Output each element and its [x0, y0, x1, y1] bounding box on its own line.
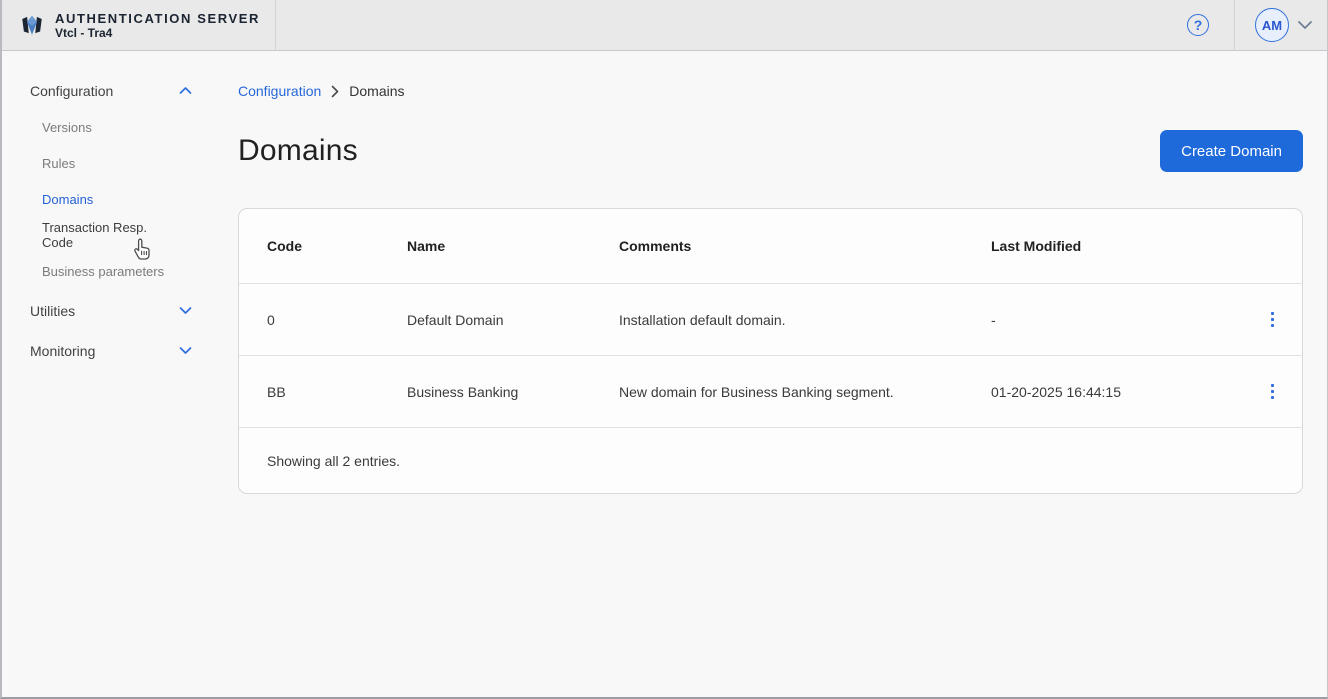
cell-comments: New domain for Business Banking segment.: [619, 383, 894, 400]
table-header-row: Code Name Comments Last Modified: [239, 209, 1302, 283]
sidebar-item-label: Versions: [42, 119, 92, 135]
help-icon: ?: [1193, 17, 1203, 33]
sidebar-item-transaction-resp-code[interactable]: Transaction Resp. Code: [30, 217, 180, 253]
app-titles: AUTHENTICATION SERVER Vtcl - Tra4: [55, 11, 260, 40]
app-logo-section[interactable]: AUTHENTICATION SERVER Vtcl - Tra4: [2, 0, 276, 50]
sidebar-section-utilities[interactable]: Utilities: [30, 292, 192, 329]
chevron-up-icon: [179, 87, 192, 94]
sidebar-section-monitoring[interactable]: Monitoring: [30, 332, 192, 369]
sidebar-item-label: Business parameters: [42, 263, 165, 279]
sidebar-section-configuration[interactable]: Configuration: [30, 72, 192, 109]
sidebar-section-label: Utilities: [30, 302, 76, 319]
breadcrumb-current: Domains: [349, 83, 405, 99]
main-content: Configuration Domains Domains Create Dom…: [238, 51, 1327, 696]
sidebar-item-domains[interactable]: Domains: [30, 181, 180, 217]
sidebar-item-versions[interactable]: Versions: [30, 109, 180, 145]
cell-name: Default Domain: [407, 311, 504, 328]
column-header-comments: Comments: [619, 238, 692, 254]
cell-code: 0: [267, 311, 275, 328]
sidebar: Configuration Versions Rules Domains Tra…: [2, 51, 238, 696]
page-title: Domains: [238, 134, 358, 167]
column-header-code: Code: [267, 238, 302, 254]
user-menu[interactable]: AM: [1235, 8, 1327, 42]
create-domain-button[interactable]: Create Domain: [1160, 130, 1303, 172]
column-header-name: Name: [407, 238, 446, 254]
help-button[interactable]: ?: [1187, 14, 1209, 36]
domains-table: Code Name Comments Last Modified 0 Defau…: [238, 208, 1303, 494]
app-title: AUTHENTICATION SERVER: [55, 10, 261, 26]
cell-comments: Installation default domain.: [619, 311, 786, 328]
chevron-down-icon: [179, 307, 192, 314]
sidebar-section-label: Configuration: [30, 82, 114, 99]
row-actions-kebab-icon[interactable]: [1263, 306, 1283, 334]
table-row: BB Business Banking New domain for Busin…: [239, 355, 1302, 427]
app-logo-icon: [22, 15, 42, 35]
column-header-last-modified: Last Modified: [991, 238, 1082, 254]
chevron-down-icon[interactable]: [1297, 20, 1313, 30]
chevron-right-icon: [331, 85, 339, 97]
header-divider: [1234, 0, 1235, 51]
sidebar-section-label: Monitoring: [30, 342, 96, 359]
sidebar-item-business-parameters[interactable]: Business parameters: [30, 253, 180, 289]
row-actions-kebab-icon[interactable]: [1263, 378, 1283, 406]
chevron-down-icon: [179, 347, 192, 354]
cell-last-modified: -: [991, 311, 996, 328]
title-row: Domains Create Domain: [238, 130, 1303, 172]
sidebar-item-label: Domains: [42, 191, 94, 207]
table-footer: Showing all 2 entries.: [239, 427, 1302, 493]
entries-count-text: Showing all 2 entries.: [267, 452, 401, 469]
sidebar-item-label: Transaction Resp. Code: [42, 220, 148, 250]
content-area: Configuration Versions Rules Domains Tra…: [2, 51, 1327, 696]
cell-code: BB: [267, 383, 286, 400]
app-subtitle: Vtcl - Tra4: [55, 25, 113, 40]
cell-last-modified: 01-20-2025 16:44:15: [991, 383, 1121, 400]
sidebar-item-label: Rules: [42, 155, 76, 171]
breadcrumb: Configuration Domains: [238, 81, 1303, 101]
breadcrumb-link-configuration[interactable]: Configuration: [238, 83, 322, 99]
app-header: AUTHENTICATION SERVER Vtcl - Tra4 ? AM: [2, 0, 1327, 51]
cell-name: Business Banking: [407, 383, 519, 400]
sidebar-item-rules[interactable]: Rules: [30, 145, 180, 181]
header-right: ? AM: [1187, 0, 1327, 51]
table-row: 0 Default Domain Installation default do…: [239, 283, 1302, 355]
avatar[interactable]: AM: [1255, 8, 1289, 42]
